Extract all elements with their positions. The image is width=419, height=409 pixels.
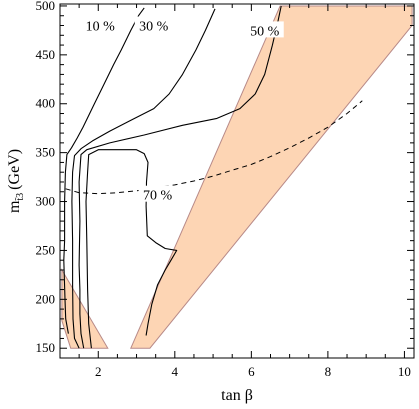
contour-label-2: 30 % (139, 20, 169, 35)
dashed-curve (65, 100, 363, 195)
y-tick-label: 400 (36, 96, 56, 111)
y-axis-label-unit: (GeV) (6, 149, 23, 190)
y-axis-label-sub: t̃3 (14, 193, 26, 201)
y-tick-label: 150 (36, 340, 56, 355)
y-axis-label: mt̃3 (GeV) (6, 149, 26, 213)
x-tick-label: 2 (95, 364, 102, 379)
x-tick-label: 4 (172, 364, 179, 379)
contour-label-4: 70 % (143, 189, 173, 204)
contour-label-bg-1 (81, 16, 120, 33)
x-axis: 2 4 6 8 10 (59, 4, 411, 379)
y-tick-label: 300 (36, 194, 56, 209)
y-axis: 150 200 250 300 350 400 450 500 (36, 0, 414, 355)
y-tick-label: 500 (36, 0, 56, 13)
y-tick-label: 250 (36, 242, 56, 257)
x-tick-label: 10 (398, 364, 411, 379)
y-axis-label-main: m (6, 200, 23, 213)
contour-label-1: 10 % (86, 20, 116, 35)
contour-line-2 (71, 8, 216, 349)
x-tick-label: 8 (325, 364, 332, 379)
y-tick-label: 450 (36, 47, 56, 62)
x-axis-label: tan β (221, 387, 253, 404)
contour-labels: 10 % 30 % 50 % 70 % (81, 16, 284, 204)
x-tick-label: 6 (248, 364, 255, 379)
contour-line-3 (78, 5, 282, 349)
contour-label-bg-2 (134, 16, 173, 33)
dashed-curve-group (65, 100, 363, 195)
contour-label-bg-3 (245, 21, 284, 38)
y-tick-label: 350 (36, 145, 56, 160)
y-tick-label: 200 (36, 291, 56, 306)
contour-line-4 (85, 149, 178, 349)
plot-frame (59, 3, 415, 359)
contour-label-bg-4 (138, 185, 177, 202)
contour-label-3: 50 % (250, 24, 280, 39)
